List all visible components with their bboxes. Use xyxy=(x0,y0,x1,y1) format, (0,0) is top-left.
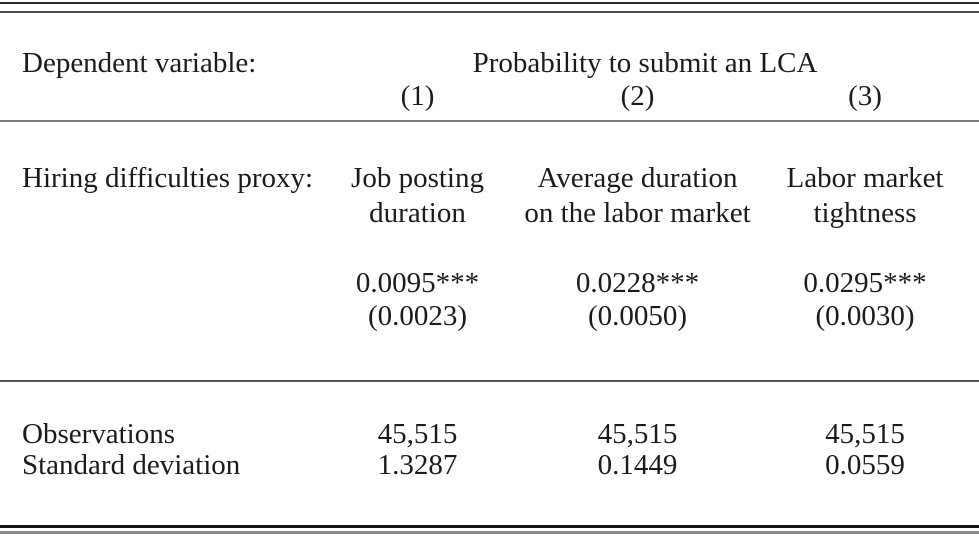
empty-cell xyxy=(0,79,330,113)
standard-deviation-row: Standard deviation 1.3287 0.1449 0.0559 xyxy=(0,450,979,481)
coefficient-1: 0.0095*** xyxy=(355,267,480,299)
stats-separator-rule xyxy=(0,380,979,382)
standard-error-2: (0.0050) xyxy=(587,300,688,332)
proxy-column-3-line1: Labor market xyxy=(786,162,944,194)
standard-deviation-value-3: 0.0559 xyxy=(825,449,905,481)
column-number-3: (3) xyxy=(848,80,882,112)
column-number-2: (2) xyxy=(620,80,655,112)
standard-deviation-label: Standard deviation xyxy=(22,449,241,481)
empty-cell xyxy=(0,267,330,300)
dependent-variable-value: Probability to submit an LCA xyxy=(472,47,818,79)
observations-value-1: 45,515 xyxy=(377,418,458,450)
standard-error-3: (0.0030) xyxy=(815,300,915,332)
proxy-column-2-line2: on the labor market xyxy=(524,197,751,229)
proxy-column-2: Average duration on the labor market xyxy=(505,161,770,231)
bottom-double-rule xyxy=(0,525,979,534)
header-separator-rule xyxy=(0,120,979,122)
proxy-column-1-line1: Job posting xyxy=(351,162,484,194)
coefficient-3: 0.0295*** xyxy=(803,267,927,299)
observations-value-2: 45,515 xyxy=(597,418,678,450)
column-numbers-row: (1) (2) (3) xyxy=(0,79,979,113)
proxy-column-3-line2: tightness xyxy=(813,197,917,229)
observations-label: Observations xyxy=(22,418,176,450)
standard-error-1: (0.0023) xyxy=(367,300,468,332)
observations-value-3: 45,515 xyxy=(825,418,905,450)
dependent-variable-row: Dependent variable: Probability to submi… xyxy=(0,47,979,79)
top-double-rule xyxy=(0,2,979,13)
proxy-column-1: Job posting duration xyxy=(330,161,505,231)
proxy-column-2-line1: Average duration xyxy=(537,162,738,194)
standard-errors-row: (0.0023) (0.0050) (0.0030) xyxy=(0,300,979,333)
coefficients-row: 0.0095*** 0.0228*** 0.0295*** xyxy=(0,267,979,300)
observations-row: Observations 45,515 45,515 45,515 xyxy=(0,419,979,450)
dependent-variable-label: Dependent variable: xyxy=(22,47,257,79)
proxy-column-3: Labor market tightness xyxy=(770,161,960,231)
standard-deviation-value-1: 1.3287 xyxy=(377,449,458,481)
proxy-column-1-line2: duration xyxy=(369,197,466,229)
coefficient-2: 0.0228*** xyxy=(575,267,700,299)
proxy-header-row: Hiring difficulties proxy: Job posting d… xyxy=(0,161,979,231)
column-number-1: (1) xyxy=(400,80,435,112)
proxy-row-label: Hiring difficulties proxy: xyxy=(22,162,314,194)
empty-cell xyxy=(0,300,330,333)
standard-deviation-value-2: 0.1449 xyxy=(597,449,678,481)
